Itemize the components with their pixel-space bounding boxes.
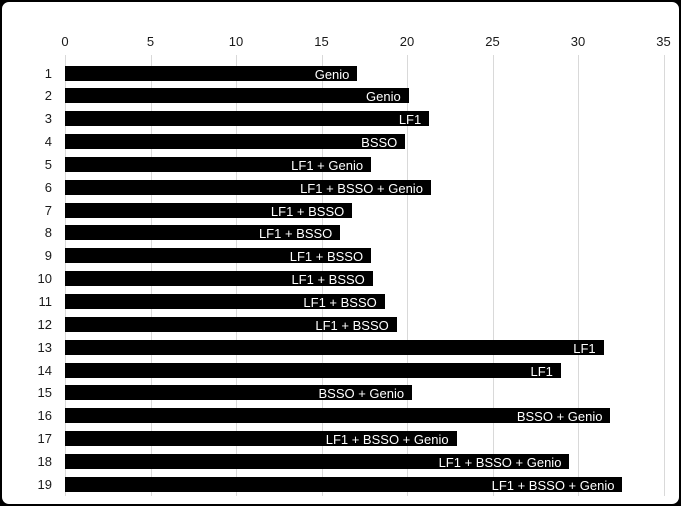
x-axis-tick-label: 35 — [656, 34, 671, 49]
row-number: 15 — [37, 385, 52, 401]
bar-label: BSSO + Genio — [516, 409, 603, 425]
x-axis-tick-label: 25 — [485, 34, 500, 49]
row-number: 18 — [37, 453, 52, 469]
row-number: 13 — [37, 339, 52, 355]
row-number: 3 — [44, 111, 52, 127]
bar-label: LF1 + BSSO — [303, 295, 377, 310]
bar: Genio — [65, 88, 409, 105]
row-number: 14 — [37, 362, 52, 378]
gridline — [407, 55, 408, 496]
bar: BSSO — [65, 134, 406, 151]
bar-label: LF1 + BSSO — [258, 226, 333, 242]
bar: LF1 + BSSO + Genio — [65, 431, 457, 448]
row-number: 11 — [38, 294, 53, 309]
row-number: 17 — [37, 431, 52, 447]
bar: BSSO + Genio — [65, 408, 611, 425]
row-number: 8 — [44, 225, 52, 241]
bar: LF1 + BSSO — [65, 294, 385, 310]
row-number: 4 — [44, 134, 52, 150]
bar-label: BSSO + Genio — [318, 386, 405, 402]
bar: LF1 + BSSO + Genio — [65, 453, 570, 470]
bar-label: Genio — [366, 89, 401, 105]
row-number: 10 — [37, 271, 52, 287]
bar-label: LF1 — [530, 363, 553, 379]
x-axis-tick-label: 30 — [570, 34, 586, 49]
row-number: 7 — [44, 202, 52, 218]
bar-label: LF1 + Genio — [291, 157, 364, 173]
bar: LF1 — [65, 339, 604, 356]
bar-label: LF1 + BSSO — [289, 249, 364, 265]
row-number: 19 — [37, 476, 52, 492]
bar-label: LF1 + BSSO — [291, 272, 365, 288]
bar-label: LF1 — [398, 112, 422, 128]
bar: LF1 + BSSO + Genio — [65, 476, 623, 493]
row-number: 1 — [44, 65, 52, 81]
bar-label: BSSO — [361, 135, 398, 151]
row-number: 2 — [44, 88, 52, 104]
gridline — [492, 55, 494, 496]
bar-label: LF1 — [573, 340, 596, 356]
x-axis-tick-label: 5 — [146, 34, 155, 49]
x-axis-tick-label: 15 — [314, 34, 329, 49]
bar: LF1 + Genio — [65, 156, 372, 173]
gridline — [578, 55, 579, 496]
bar: BSSO + Genio — [65, 385, 413, 402]
x-axis-tick-label: 20 — [399, 34, 415, 49]
x-axis-tick-label: 0 — [61, 34, 69, 49]
bar-label: LF1 + BSSO + Genio — [438, 454, 562, 470]
row-number: 9 — [44, 248, 52, 264]
bar-label: LF1 + BSSO + Genio — [325, 432, 449, 448]
bar: LF1 + BSSO + Genio — [65, 179, 431, 196]
bar: LF1 + BSSO — [65, 248, 372, 265]
x-axis-tick-label: 10 — [228, 34, 244, 49]
row-number: 12 — [37, 316, 52, 332]
row-number: 5 — [44, 156, 52, 172]
row-number: 6 — [44, 179, 52, 195]
bar-label: LF1 + BSSO — [270, 203, 345, 219]
bar: LF1 — [65, 362, 561, 379]
bar-label: LF1 + BSSO + Genio — [491, 477, 615, 493]
row-number: 16 — [37, 408, 52, 424]
bar-label: LF1 + BSSO + Genio — [300, 180, 423, 196]
bar: LF1 — [65, 111, 430, 128]
bar: Genio — [65, 65, 358, 82]
bar-label: LF1 + BSSO — [315, 317, 389, 333]
bar: LF1 + BSSO — [65, 202, 353, 219]
bar: LF1 + BSSO — [65, 225, 341, 242]
bar: LF1 + BSSO — [65, 271, 373, 288]
bar-label: Genio — [314, 66, 350, 82]
gridline — [663, 55, 665, 496]
bar: LF1 + BSSO — [65, 316, 397, 333]
